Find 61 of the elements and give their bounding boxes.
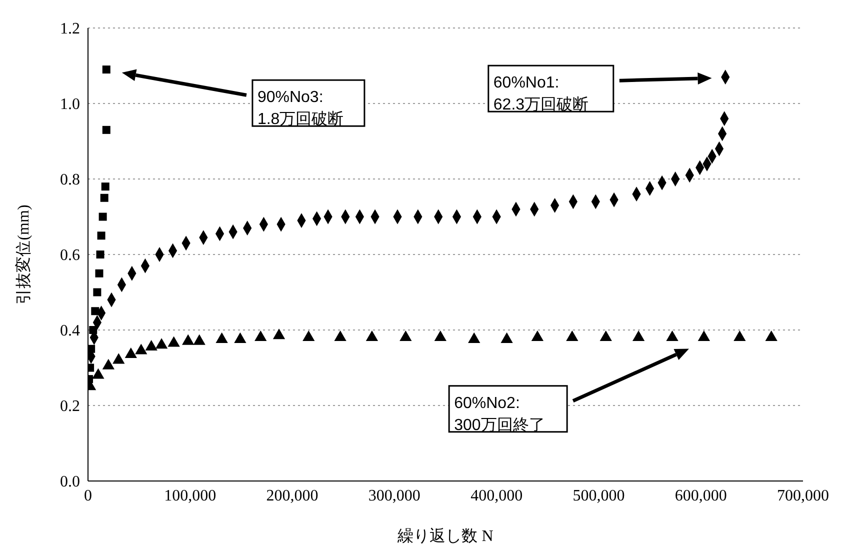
point [531,330,544,342]
x-tick-label: 600,000 [674,487,727,504]
point [698,330,710,342]
point [168,336,180,347]
point [666,330,678,342]
x-axis-title: 繰り返し数 N [396,527,494,545]
point [100,194,108,202]
point [93,288,102,296]
y-tick-label: 1.2 [60,20,80,38]
point [272,328,286,340]
point [101,182,110,191]
y-tick-label: 0.6 [60,247,80,264]
point [434,330,446,342]
point [95,269,104,278]
point [135,344,148,354]
point [765,330,778,342]
point [500,332,513,343]
point [566,330,578,342]
point [102,66,110,74]
point [98,212,107,221]
point [92,368,104,379]
point [400,330,412,342]
point [102,358,115,370]
x-tick-label: 0 [84,487,92,504]
annotation: 90%No3: 1.8万回破断 [257,89,344,128]
point [334,330,346,342]
point [102,126,110,134]
point [96,250,104,258]
x-tick-label: 300,000 [368,487,420,504]
x-tick-label: 500,000 [572,487,625,504]
point [600,330,612,342]
point [182,334,194,345]
y-tick-label: 0.2 [60,398,80,416]
point [366,330,378,342]
x-tick-label: 700,000 [777,487,829,504]
x-tick-label: 200,000 [266,487,318,504]
y-tick-label: 1.0 [60,96,80,114]
x-tick-label: 400,000 [470,487,523,504]
y-tick-label: 0.4 [60,322,80,340]
point [88,344,96,353]
point [254,330,267,342]
annotation: 60%No2: 300万回終了 [454,394,545,434]
point [124,348,137,358]
point [89,326,98,334]
y-tick-label: 0.0 [60,474,80,491]
point [468,332,480,343]
annotation: 60%No1: 62.3万回破断 [493,74,589,114]
y-axis-title: 引抜変位(mm) [14,204,33,304]
point [91,307,100,316]
point [193,334,206,345]
x-tick-label: 100,000 [164,487,216,504]
point [734,330,746,342]
point [97,232,106,240]
point [234,332,246,343]
point [155,338,168,349]
point [302,330,315,342]
point [145,340,158,350]
point [112,353,125,364]
point [216,332,228,343]
point [632,330,645,342]
y-tick-label: 0.8 [60,172,80,189]
